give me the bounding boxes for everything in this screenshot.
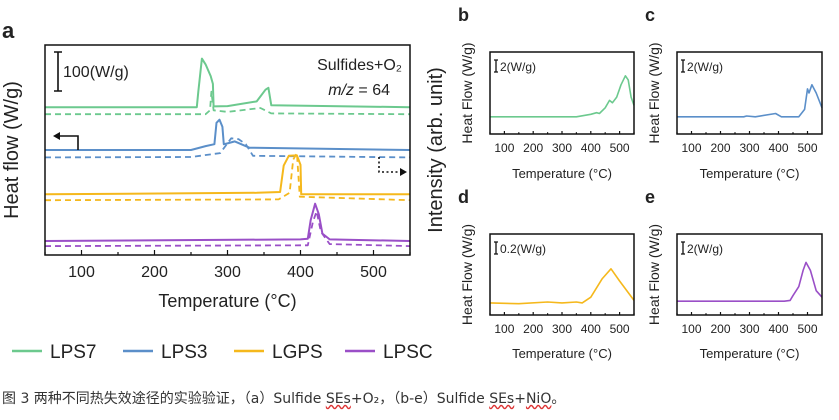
legend-item-lgps: LGPS: [234, 342, 323, 363]
x-tick-label: 100: [681, 141, 701, 155]
right-y-axis-label: Intensity (arb. unit): [425, 67, 447, 233]
x-tick-label: 300: [552, 141, 572, 155]
x-tick-label: 400: [768, 322, 788, 336]
series-line-lps3-heat-flow: [45, 118, 411, 151]
series-line-lpsc-m-z-64: [44, 210, 411, 247]
x-axis-label: Temperature (°C): [512, 346, 612, 361]
scale-bar-label: 0.2(W/g): [500, 242, 546, 256]
x-tick-label: 200: [710, 322, 730, 336]
x-tick-label: 400: [287, 264, 314, 281]
panel-label: c: [645, 5, 655, 25]
panel-label: e: [645, 187, 655, 207]
x-tick-label: 100: [68, 264, 95, 281]
x-tick-label: 300: [552, 322, 572, 336]
panel-label: d: [458, 187, 469, 207]
y-axis-label: Heat Flow (W/g): [459, 42, 475, 143]
series-line-lps3: [677, 84, 823, 118]
scale-bar-icon: [681, 59, 685, 73]
left-arrowhead-icon: [53, 132, 60, 140]
series-line-lgps: [489, 268, 635, 305]
caption-ses-2: SEs: [489, 391, 515, 407]
legend-item-lps3: LPS3: [123, 342, 207, 363]
x-tick-label: 300: [739, 322, 759, 336]
series-line-lgps-m-z-64: [44, 152, 411, 202]
y-axis-label: Heat flow (W/g): [1, 81, 23, 219]
x-tick-label: 400: [581, 322, 601, 336]
series-line-lpsc-heat-flow: [44, 202, 411, 242]
x-tick-label: 100: [681, 322, 701, 336]
y-axis-label: Heat Flow (W/g): [459, 224, 475, 325]
annotation-mz-value: = 64: [354, 82, 390, 99]
x-tick-label: 100: [494, 322, 514, 336]
series-line-lpsc: [677, 261, 823, 302]
x-tick-label: 200: [710, 141, 730, 155]
panel-label: b: [458, 5, 469, 25]
series-line-lgps-heat-flow: [44, 154, 410, 196]
x-tick-label: 200: [523, 141, 543, 155]
right-axis-arrow-icon: [378, 157, 402, 173]
x-tick-label: 300: [739, 141, 759, 155]
scale-bar-label: 2(W/g): [687, 60, 723, 74]
y-axis-label: Heat Flow (W/g): [646, 42, 662, 143]
legend-label: LPSC: [383, 342, 433, 363]
legend-label: LPS7: [50, 342, 96, 363]
caption-plus: +: [514, 391, 526, 407]
caption-ses-1: SEs: [325, 391, 351, 407]
x-tick-label: 500: [610, 322, 630, 336]
x-tick-label: 400: [581, 141, 601, 155]
scale-bar-icon: [54, 51, 62, 92]
x-axis-label: Temperature (°C): [512, 166, 612, 181]
scale-bar-icon: [494, 241, 498, 255]
x-tick-label: 200: [141, 264, 168, 281]
x-tick-label: 100: [494, 141, 514, 155]
y-axis-label: Heat Flow (W/g): [646, 224, 662, 325]
x-tick-label: 500: [797, 141, 817, 155]
series-line-lps7: [490, 75, 635, 118]
x-tick-label: 500: [360, 264, 387, 281]
x-tick-label: 200: [523, 322, 543, 336]
series-line-lps3-m-z-64: [44, 137, 411, 159]
series-line-lps7-heat-flow: [45, 57, 411, 109]
series-line-lps7-m-z-64: [45, 90, 411, 116]
x-tick-label: 500: [610, 141, 630, 155]
figure-caption: 图 3 两种不同热失效途径的实验验证，（a）Sulfide SEs+O₂，（b-…: [2, 388, 565, 408]
x-tick-label: 400: [768, 141, 788, 155]
scale-bar-label: 2(W/g): [500, 60, 536, 74]
caption-prefix: 图 3 两种不同热失效途径的实验验证，（a）Sulfide: [2, 391, 326, 407]
legend-label: LPS3: [161, 342, 207, 363]
legend-item-lpsc: LPSC: [345, 342, 433, 363]
right-arrowhead-icon: [400, 168, 407, 176]
x-tick-label: 300: [214, 264, 241, 281]
annotation-mz: m/z = 64: [328, 82, 390, 99]
panel-label: a: [2, 18, 15, 43]
panel-b: b 100 200 300 400 500 Temperature (°C) Heat Flo…: [458, 5, 635, 181]
x-axis-label: Temperature (°C): [700, 346, 800, 361]
caption-end: 。: [551, 391, 566, 407]
panel-a: a 100 200 300 400 500 Temperature (°C) Heat flo…: [1, 18, 447, 311]
x-tick-label: 500: [797, 322, 817, 336]
scale-bar-label: 100(W/g): [63, 64, 129, 81]
panel-e: e 100 200 300 400 500 Temperature (°C) Heat Flo…: [645, 187, 823, 361]
x-axis-label: Temperature (°C): [700, 166, 800, 181]
scale-bar-icon: [681, 241, 685, 255]
annotation-sulfides-o2: Sulfides+O₂: [317, 57, 402, 74]
x-axis-label: Temperature (°C): [158, 291, 296, 311]
annotation-mz-symbol: m/z: [328, 82, 354, 99]
caption-nio: NiO: [525, 391, 552, 407]
scale-bar-icon: [494, 59, 498, 73]
left-axis-arrow-icon: [55, 135, 79, 150]
panel-c: c 100 200 300 400 500 Temperature (°C) Heat Flo…: [645, 5, 823, 181]
caption-mid: +O₂，（b-e）Sulfide: [350, 391, 490, 407]
legend-item-lps7: LPS7: [12, 342, 96, 363]
scale-bar-label: 2(W/g): [687, 242, 723, 256]
panel-d: d 100 200 300 400 500 Temperature (°C) Heat Flo…: [458, 187, 635, 361]
legend-label: LGPS: [272, 342, 323, 363]
